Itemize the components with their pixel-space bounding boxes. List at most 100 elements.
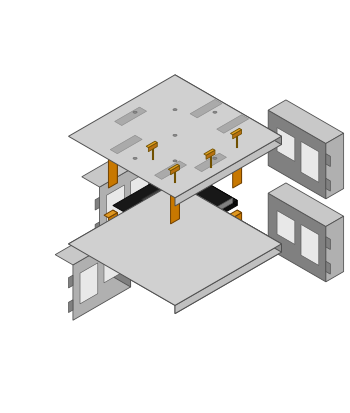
Polygon shape [175,244,281,313]
Polygon shape [80,263,98,304]
Polygon shape [230,128,241,135]
Polygon shape [268,110,326,199]
Polygon shape [166,177,180,185]
Polygon shape [69,75,281,198]
Ellipse shape [173,196,177,198]
Polygon shape [146,141,157,147]
Polygon shape [204,149,215,155]
Polygon shape [113,210,117,241]
Polygon shape [166,106,180,113]
Polygon shape [170,285,178,290]
Polygon shape [170,249,180,282]
Polygon shape [170,249,178,254]
Polygon shape [113,167,237,239]
Polygon shape [133,259,159,274]
Polygon shape [190,100,222,118]
Polygon shape [115,107,147,126]
Polygon shape [206,150,215,159]
Polygon shape [172,286,178,293]
Polygon shape [148,142,157,152]
Polygon shape [99,154,157,242]
Polygon shape [172,181,197,208]
Polygon shape [326,133,344,199]
Polygon shape [184,220,197,228]
Ellipse shape [173,134,177,136]
Polygon shape [175,75,281,145]
Polygon shape [175,177,180,219]
Polygon shape [135,216,144,224]
Polygon shape [170,200,237,244]
Polygon shape [82,143,157,187]
Polygon shape [180,167,237,206]
Polygon shape [193,220,197,252]
Polygon shape [104,141,117,149]
Polygon shape [232,249,241,254]
Ellipse shape [173,160,177,162]
Polygon shape [170,108,180,152]
Polygon shape [178,275,203,290]
Polygon shape [175,244,281,313]
Polygon shape [140,143,157,209]
Ellipse shape [93,242,97,244]
Polygon shape [268,193,326,282]
Polygon shape [326,216,344,282]
Polygon shape [237,210,241,241]
Polygon shape [172,250,178,257]
Polygon shape [170,180,180,224]
Polygon shape [113,218,122,226]
Ellipse shape [133,219,137,221]
Polygon shape [131,171,148,205]
Ellipse shape [133,157,137,159]
Polygon shape [95,197,99,210]
Polygon shape [108,213,117,247]
Polygon shape [55,221,131,265]
Polygon shape [106,235,117,241]
Polygon shape [113,221,131,287]
Polygon shape [104,249,122,283]
Polygon shape [326,261,330,274]
Polygon shape [277,128,295,161]
Polygon shape [157,200,162,231]
Polygon shape [175,183,281,252]
Polygon shape [111,217,122,223]
Polygon shape [69,275,73,288]
Polygon shape [187,208,212,223]
Polygon shape [175,174,180,206]
Polygon shape [110,135,142,154]
Polygon shape [326,178,330,191]
Polygon shape [195,153,226,172]
Polygon shape [141,181,197,214]
Polygon shape [175,183,281,252]
Polygon shape [69,183,281,305]
Polygon shape [277,211,295,244]
Polygon shape [326,237,330,249]
Polygon shape [175,246,180,277]
Polygon shape [113,141,117,183]
Ellipse shape [133,111,137,113]
Polygon shape [301,224,319,266]
Polygon shape [170,213,178,218]
Polygon shape [268,100,344,143]
Polygon shape [301,141,319,183]
Ellipse shape [213,265,217,267]
Polygon shape [107,185,124,226]
Polygon shape [166,174,180,182]
Polygon shape [228,210,242,218]
Polygon shape [233,144,241,188]
Polygon shape [233,130,241,139]
Polygon shape [175,198,233,236]
Polygon shape [175,136,281,206]
Ellipse shape [133,265,137,267]
Polygon shape [170,177,180,211]
Polygon shape [170,166,180,175]
Polygon shape [73,232,131,320]
Ellipse shape [213,157,217,159]
Polygon shape [326,154,330,166]
Polygon shape [153,202,162,236]
Ellipse shape [173,109,177,111]
Polygon shape [69,183,281,305]
Polygon shape [107,234,132,249]
Polygon shape [237,141,241,183]
Polygon shape [168,164,180,171]
Polygon shape [188,223,197,257]
